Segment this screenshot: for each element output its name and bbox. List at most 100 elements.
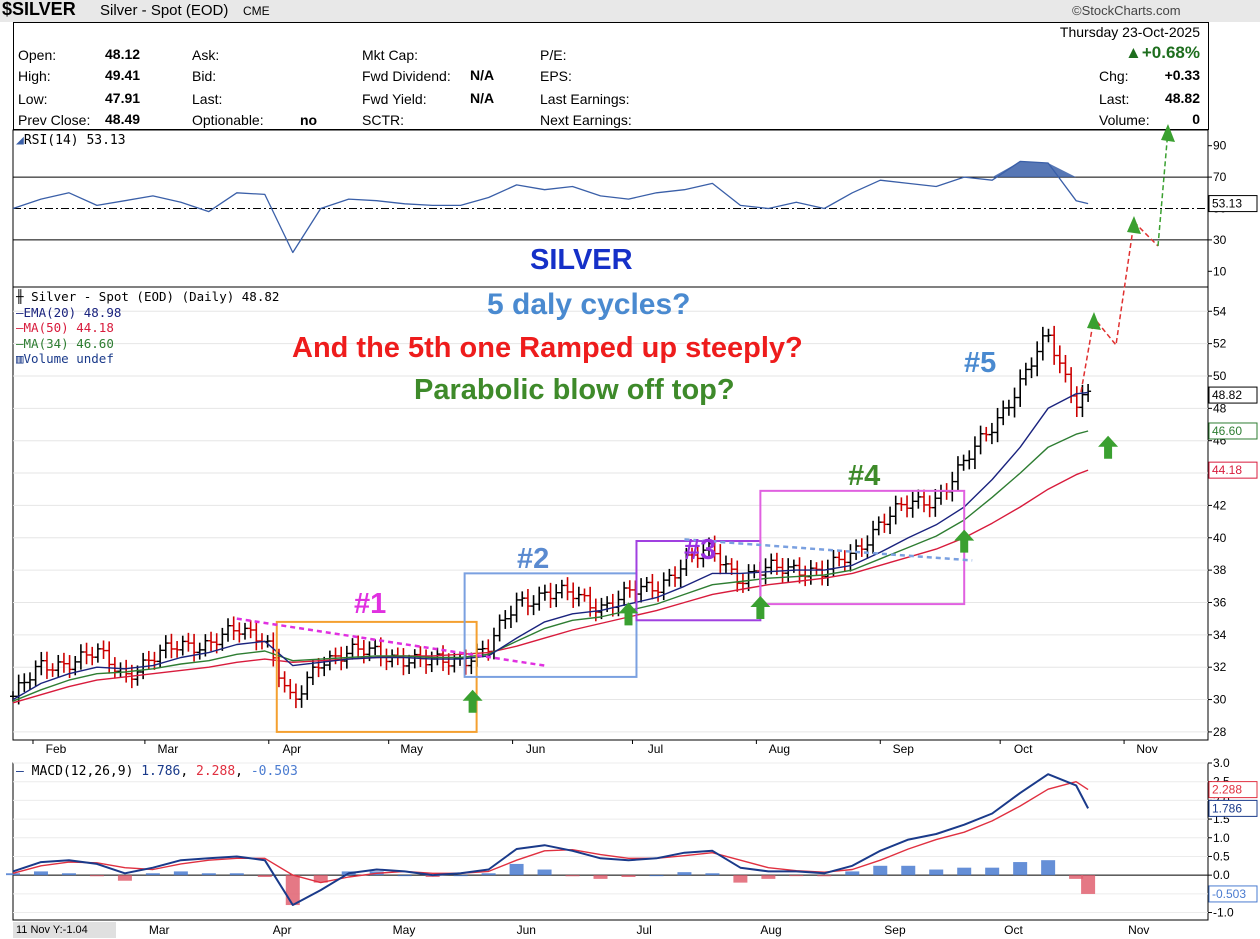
macd-badge-2-text: -0.503 bbox=[1212, 887, 1246, 901]
cycle-arrow-2 bbox=[618, 602, 639, 626]
next-earnings-label: Next Earnings: bbox=[540, 112, 632, 128]
ma50-legend-text: MA(50) 44.18 bbox=[23, 320, 114, 335]
macd-hist-bar bbox=[649, 875, 664, 877]
price-bar bbox=[287, 678, 294, 700]
macd-hist-bar bbox=[1013, 862, 1028, 876]
price-badge-0-text: 48.82 bbox=[1212, 388, 1242, 402]
price-bar bbox=[524, 588, 531, 616]
price-bar bbox=[1017, 369, 1024, 407]
price-tick-label: 42 bbox=[1213, 498, 1227, 512]
macd-hist-bar bbox=[705, 873, 720, 876]
price-bar bbox=[230, 616, 237, 641]
annotation-title: SILVER bbox=[530, 244, 633, 276]
macd-hist-bar bbox=[565, 875, 580, 877]
ma34-legend-text: MA(34) 46.60 bbox=[23, 335, 114, 351]
macd-legend: — MACD(12,26,9) 1.786, 2.288, -0.503 bbox=[16, 764, 298, 779]
price-bar bbox=[304, 671, 311, 700]
price-bar bbox=[26, 672, 33, 690]
price-bar bbox=[564, 577, 571, 601]
cycle-1-label: #1 bbox=[354, 588, 387, 620]
price-bar bbox=[89, 646, 96, 666]
price-bar bbox=[728, 558, 735, 575]
annotation-overlay bbox=[236, 124, 1175, 733]
price-bar bbox=[281, 671, 288, 693]
percent-change: ▲+0.68% bbox=[1125, 43, 1200, 62]
projection-path-2 bbox=[1133, 221, 1159, 247]
projection-head-1 bbox=[1087, 312, 1101, 330]
price-bar bbox=[581, 588, 588, 602]
macd-hist-bar bbox=[89, 875, 104, 877]
macd-badge-2-box bbox=[1208, 885, 1258, 903]
price-bar bbox=[655, 581, 662, 602]
price-bar bbox=[870, 520, 877, 554]
rsi-legend: ◢RSI(14) 53.13 bbox=[16, 133, 126, 148]
price-tick-label: 34 bbox=[1213, 628, 1227, 642]
low-label: Low: bbox=[18, 91, 48, 107]
price-bar bbox=[858, 538, 865, 557]
macd-x-label: Mar bbox=[149, 923, 170, 937]
price-badge-2-text: 44.18 bbox=[1212, 463, 1242, 477]
rsi-tick-label: 10 bbox=[1213, 264, 1227, 278]
price-x-label: Sep bbox=[893, 742, 915, 756]
eps-label: EPS: bbox=[540, 68, 572, 84]
macd-legend-value: 1.786 bbox=[141, 764, 181, 779]
price-bar bbox=[77, 644, 84, 670]
price-badge-2-box bbox=[1208, 461, 1258, 479]
price-bar bbox=[745, 564, 752, 592]
price-bar bbox=[1000, 400, 1007, 426]
projection-path bbox=[1080, 221, 1135, 393]
price-bar bbox=[700, 541, 707, 568]
macd-hist-bar bbox=[509, 863, 524, 876]
price-bar bbox=[983, 426, 990, 442]
price-badge-0-box bbox=[1208, 386, 1258, 404]
rsi-last-badge-box bbox=[1208, 195, 1258, 213]
volume-legend-text: Volume undef bbox=[23, 351, 114, 366]
price-x-label: Jul bbox=[648, 742, 663, 756]
macd-hist-bar bbox=[33, 871, 48, 876]
price-bar bbox=[954, 456, 961, 491]
macd-hist-bar bbox=[593, 875, 608, 879]
price-bar bbox=[960, 454, 967, 471]
price-bar bbox=[100, 640, 107, 659]
macd-hist-bar bbox=[257, 875, 272, 878]
price-bar bbox=[638, 578, 645, 603]
price-bar bbox=[904, 495, 911, 518]
macd-hist-bar bbox=[1081, 875, 1096, 894]
price-bar bbox=[666, 568, 673, 587]
ma50-legend: —MA(50) 44.18 bbox=[16, 320, 279, 336]
cycle-2-box bbox=[463, 572, 638, 678]
price-bar bbox=[168, 633, 175, 659]
price-bar bbox=[1034, 341, 1041, 377]
price-bar bbox=[881, 513, 888, 533]
rsi-legend-text: RSI(14) 53.13 bbox=[23, 133, 126, 148]
price-bar bbox=[1062, 354, 1069, 383]
price-bar bbox=[55, 654, 62, 678]
price-bar bbox=[541, 584, 548, 601]
price-bar bbox=[1028, 357, 1035, 379]
price-bar bbox=[49, 663, 56, 677]
optionable-label: Optionable: bbox=[192, 112, 264, 128]
price-bar bbox=[1045, 328, 1052, 343]
cycle-arrow-4 bbox=[954, 529, 975, 553]
price-legend-row: ╫ Silver - Spot (EOD) (Daily) 48.82 bbox=[16, 289, 279, 305]
price-bar bbox=[966, 450, 973, 470]
macd-x-label: Oct bbox=[1004, 923, 1023, 937]
price-bar bbox=[507, 605, 514, 629]
price-legend-text: Silver - Spot (EOD) (Daily) 48.82 bbox=[31, 289, 280, 304]
price-bar bbox=[1079, 384, 1086, 418]
macd-tick-label: 0.0 bbox=[1213, 868, 1230, 882]
cycle-arrow-5 bbox=[1098, 435, 1119, 459]
stockcharts-logo[interactable]: ©StockCharts.com bbox=[1072, 3, 1181, 18]
macd-legend-swatch: — bbox=[16, 764, 24, 779]
annotation-question-3: Parabolic blow off top? bbox=[414, 374, 735, 406]
volume-legend: ▥Volume undef bbox=[16, 351, 279, 367]
price-tick-label: 36 bbox=[1213, 595, 1227, 609]
price-bar bbox=[994, 407, 1001, 443]
cycle-5-label: #5 bbox=[964, 347, 997, 379]
price-x-label: May bbox=[400, 742, 423, 756]
projection-path-3 bbox=[1157, 129, 1169, 247]
ma34-line bbox=[12, 430, 1089, 702]
pe-label: P/E: bbox=[540, 47, 567, 63]
trendline-2 bbox=[684, 538, 973, 562]
macd-hist-bar bbox=[985, 867, 1000, 876]
